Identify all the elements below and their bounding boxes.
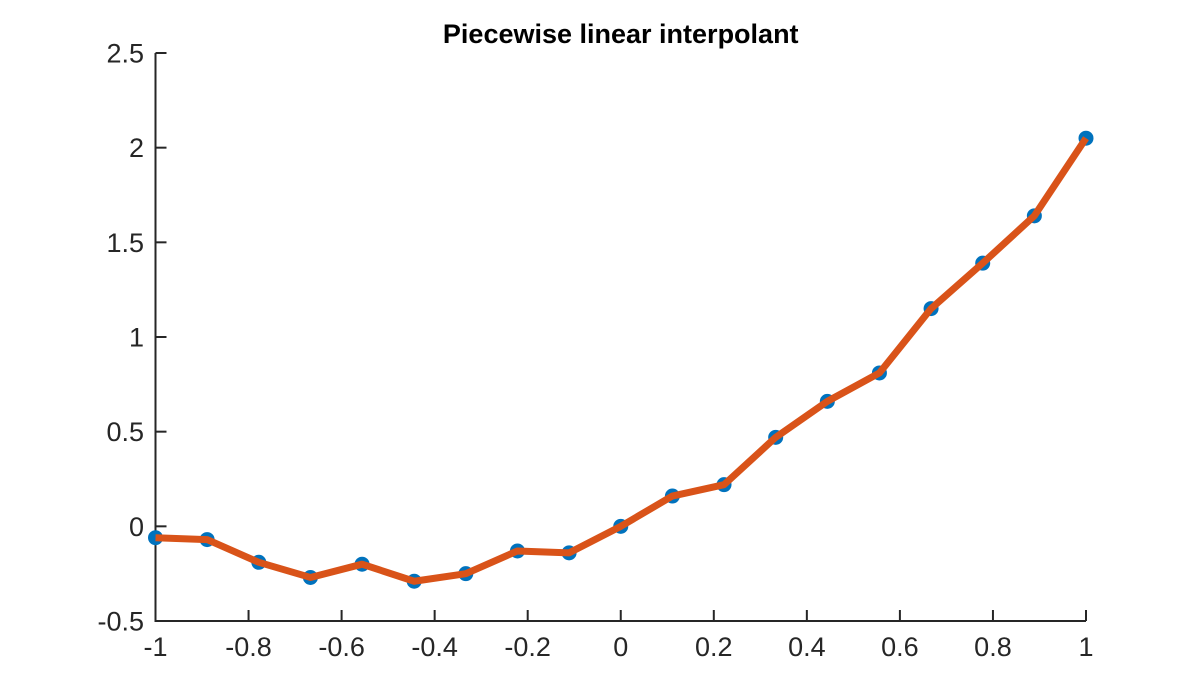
x-tick-label: -0.2 [504,632,551,662]
y-tick-label: 0 [129,512,144,542]
y-tick-label: -0.5 [97,607,144,637]
y-tick-label: 0.5 [106,417,144,447]
axes: -1 -0.8 -0.6 -0.4 -0.2 0 0.2 0.4 0.6 0.8 1 -0.5 0 0.5… [97,39,1093,663]
y-tick-label: 2 [129,133,144,163]
chart-title: Piecewise linear interpolant [443,19,799,49]
x-tick-label: 0 [613,632,628,662]
y-tick-label: 1.5 [106,228,144,258]
x-tick-label: -1 [143,632,167,662]
axis-spines [154,53,1086,622]
interpolant-line [155,136,1089,585]
x-tick-label: -0.4 [411,632,458,662]
x-tick-label: 0.2 [695,632,733,662]
interpolant-polyline [155,136,1089,585]
x-tick-label: 0.4 [788,632,826,662]
x-tick-label: 0.8 [974,632,1012,662]
x-tick-label: -0.6 [318,632,365,662]
y-tick-label: 2.5 [106,39,144,69]
x-tick-label: 1 [1078,632,1093,662]
x-tick-label: 0.6 [881,632,919,662]
data-points [148,130,1094,589]
x-tick-label: -0.8 [225,632,272,662]
y-tick-label: 1 [129,323,144,353]
